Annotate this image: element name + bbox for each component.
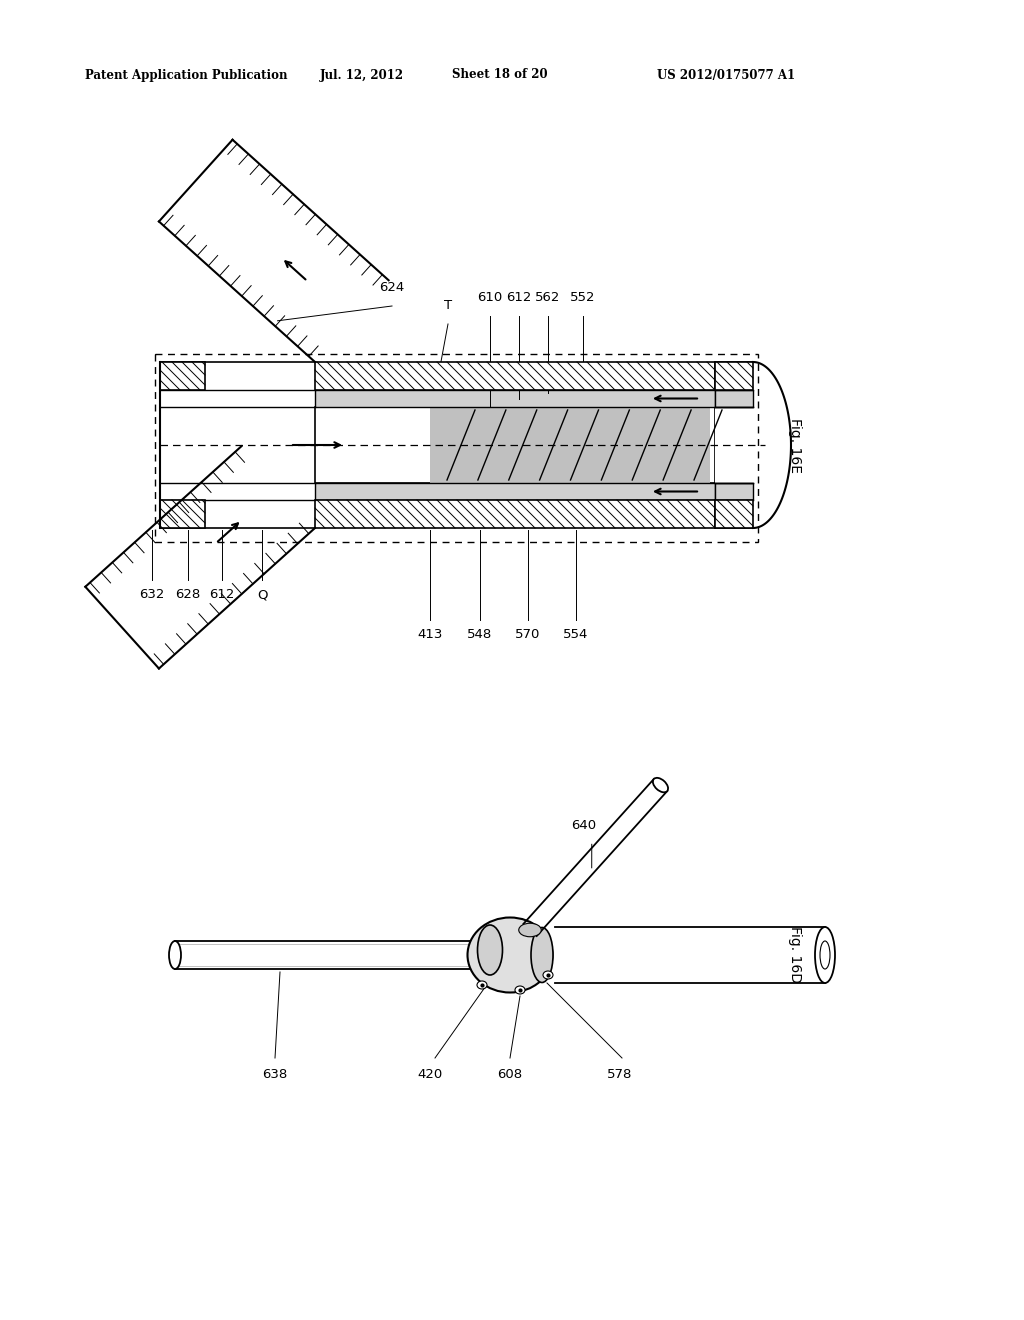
Text: 640: 640 [571,820,596,833]
Ellipse shape [477,925,503,975]
Ellipse shape [169,941,181,969]
Bar [430,407,710,483]
Ellipse shape [468,917,553,993]
Text: Fig. 16E: Fig. 16E [788,417,802,473]
Bar [715,362,753,389]
Ellipse shape [477,981,487,989]
Bar [315,389,715,407]
Text: 612: 612 [209,587,234,601]
Bar [715,389,753,407]
Text: 632: 632 [139,587,165,601]
Bar [715,500,753,528]
Text: 548: 548 [467,628,493,642]
Ellipse shape [515,986,525,994]
Bar [155,354,758,543]
Text: 628: 628 [175,587,201,601]
Ellipse shape [653,777,668,792]
Text: 612: 612 [506,290,531,304]
Text: US 2012/0175077 A1: US 2012/0175077 A1 [657,69,795,82]
Text: Sheet 18 of 20: Sheet 18 of 20 [453,69,548,82]
Text: 608: 608 [498,1068,522,1081]
Text: 554: 554 [563,628,589,642]
Ellipse shape [531,928,553,982]
Ellipse shape [543,972,553,979]
Text: Q: Q [257,587,267,601]
Bar [160,362,205,389]
Bar [315,407,715,483]
Bar [715,483,753,500]
Bar [160,500,205,528]
Text: 570: 570 [515,628,541,642]
Bar [315,362,715,389]
Text: Jul. 12, 2012: Jul. 12, 2012 [319,69,404,82]
Text: 552: 552 [570,290,596,304]
Ellipse shape [820,941,830,969]
Text: T: T [444,300,452,312]
Text: 624: 624 [379,281,404,294]
Bar [315,483,715,500]
Text: Fig. 16D: Fig. 16D [788,927,802,983]
Ellipse shape [815,927,835,983]
Text: 638: 638 [262,1068,288,1081]
Bar [315,500,715,528]
Text: 420: 420 [418,1068,442,1081]
Bar [715,407,753,483]
Text: 562: 562 [536,290,561,304]
Ellipse shape [519,923,542,937]
Text: 610: 610 [477,290,503,304]
Text: 578: 578 [607,1068,633,1081]
Text: Patent Application Publication: Patent Application Publication [85,69,288,82]
Text: 413: 413 [418,628,442,642]
